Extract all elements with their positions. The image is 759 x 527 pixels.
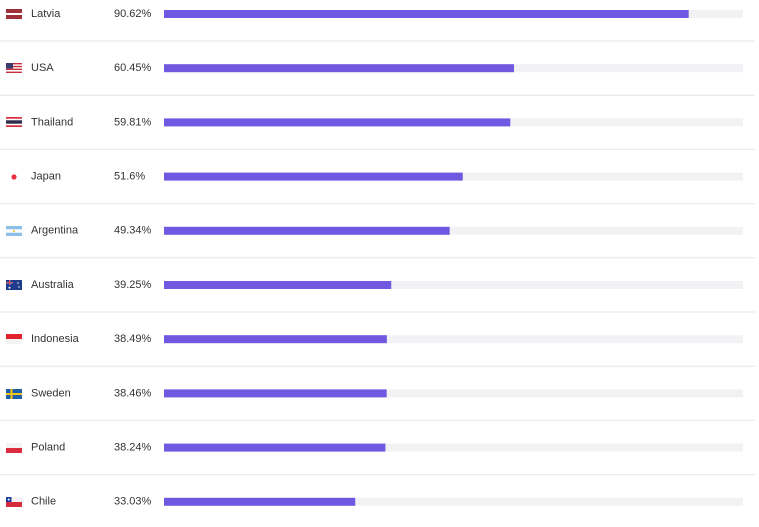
bar: [164, 10, 689, 18]
bar: [164, 497, 356, 506]
country-name: Chile: [31, 496, 56, 508]
value-label: 39.25%: [114, 279, 152, 291]
country-name: Indonesia: [31, 333, 80, 345]
value-label: 90.62%: [114, 8, 152, 20]
country-name: Poland: [31, 442, 65, 454]
flag: [6, 334, 22, 344]
value-label: 38.49%: [114, 333, 152, 345]
country-name: Sweden: [31, 387, 71, 399]
flags: [6, 9, 22, 507]
bar-track: [164, 281, 743, 289]
bar: [164, 335, 387, 344]
country-name: Latvia: [31, 8, 61, 20]
value-label: 59.81%: [114, 116, 152, 128]
country-name: USA: [31, 62, 54, 74]
bar: [164, 226, 450, 235]
value-label: 38.46%: [114, 387, 152, 399]
bar-track: [164, 226, 743, 235]
flag: [11, 174, 17, 180]
country-name: Japan: [31, 171, 61, 183]
flag: [6, 117, 22, 127]
bar: [164, 118, 511, 127]
value-label: 60.45%: [114, 62, 152, 74]
bar-track: [164, 335, 743, 344]
value-label: 33.03%: [114, 496, 152, 508]
bar: [164, 443, 386, 452]
bar: [164, 389, 387, 398]
country-name: Argentina: [31, 225, 79, 237]
bar: [164, 64, 515, 73]
bar-track: [164, 443, 743, 452]
bar-track: [164, 497, 743, 506]
flag: [6, 226, 22, 236]
flag: [6, 443, 22, 453]
bar: [164, 281, 392, 289]
flag: [6, 280, 22, 290]
flag: [6, 9, 22, 19]
country-name: Thailand: [31, 116, 73, 128]
value-label: 49.34%: [114, 225, 152, 237]
value-label: 38.24%: [114, 442, 152, 454]
flag: [6, 63, 22, 73]
value-label: 51.6%: [114, 171, 145, 183]
flag: [6, 389, 22, 399]
bar-track: [164, 389, 743, 398]
flag: [6, 497, 22, 507]
country-name: Australia: [31, 279, 75, 291]
bar: [164, 172, 463, 181]
